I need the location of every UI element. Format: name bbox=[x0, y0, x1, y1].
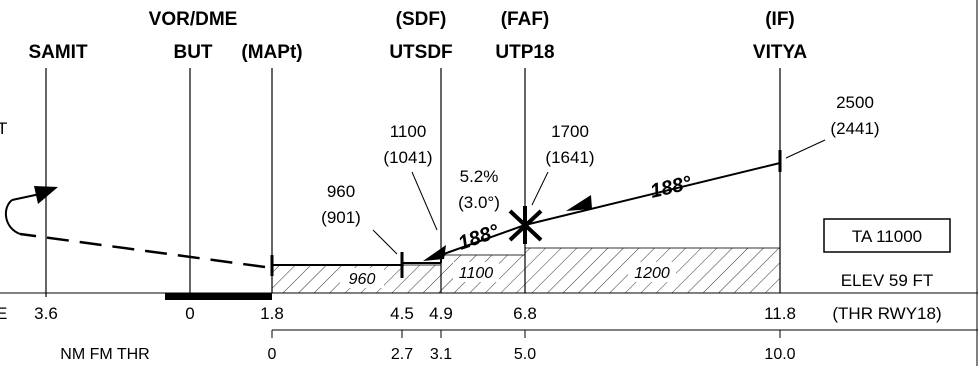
thr-value-3: 5.0 bbox=[514, 346, 536, 363]
step-altitude: 960 bbox=[327, 182, 355, 201]
sdf-leader bbox=[411, 171, 438, 231]
fix-but-type: VOR/DME bbox=[149, 9, 238, 30]
faf-leader bbox=[531, 171, 549, 206]
inbound-course: 188° bbox=[648, 172, 694, 203]
missed-approach-arrow bbox=[34, 186, 58, 204]
fix-faf-name: UTP18 bbox=[495, 42, 554, 63]
dme-step: 4.5 bbox=[390, 304, 414, 323]
faf-star-symbol bbox=[508, 206, 543, 244]
thr-scale-label: NM FM THR bbox=[60, 346, 149, 363]
inbound-arrow bbox=[566, 195, 592, 211]
if-altitude: 2500 bbox=[836, 93, 874, 112]
fix-but-name: BUT bbox=[173, 42, 212, 63]
missed-approach-turn bbox=[4, 199, 21, 235]
final-course: 188° bbox=[455, 220, 502, 255]
fix-sdf-name: UTSDF bbox=[389, 42, 452, 63]
dme-mapt: 1.8 bbox=[260, 304, 284, 323]
thr-value-2: 3.1 bbox=[430, 346, 452, 363]
glidepath-angle: (3.0°) bbox=[458, 193, 500, 212]
dme-sdf: 4.9 bbox=[429, 304, 453, 323]
dme-faf: 6.8 bbox=[513, 304, 537, 323]
elevation-reference: (THR RWY18) bbox=[832, 304, 941, 323]
faf-height: (1641) bbox=[545, 148, 594, 167]
runway-bar bbox=[165, 293, 272, 300]
fix-if-name: VITYA bbox=[753, 42, 807, 63]
fix-faf-role: (FAF) bbox=[501, 9, 550, 30]
thr-value-0: 0 bbox=[268, 346, 277, 363]
fix-sdf-role: (SDF) bbox=[396, 9, 447, 30]
step-height: (901) bbox=[321, 208, 361, 227]
intermediate-segment bbox=[524, 162, 781, 226]
min-alt-2-label: 1100 bbox=[459, 265, 494, 282]
sdf-height: (1041) bbox=[383, 148, 432, 167]
final-segment-1 bbox=[440, 224, 526, 256]
min-alt-3-label: 1200 bbox=[634, 265, 670, 282]
clipped-text-top: T bbox=[0, 119, 7, 138]
sdf-altitude: 1100 bbox=[390, 122, 427, 141]
fix-mapt-role: (MAPt) bbox=[241, 42, 302, 63]
thr-value-1: 2.7 bbox=[391, 346, 413, 363]
clipped-text-mid: E bbox=[0, 304, 7, 323]
glidepath-gradient: 5.2% bbox=[460, 167, 499, 186]
fix-samit-name: SAMIT bbox=[28, 42, 88, 63]
aerodrome-elevation: ELEV 59 FT bbox=[841, 271, 934, 290]
min-alt-3-bg bbox=[628, 262, 676, 282]
if-leader bbox=[785, 139, 826, 159]
missed-approach-path bbox=[19, 232, 266, 269]
min-alt-1-bg bbox=[340, 268, 384, 288]
missed-approach-climb bbox=[11, 193, 41, 201]
if-height: (2441) bbox=[830, 119, 879, 138]
dme-but: 0 bbox=[185, 304, 194, 323]
min-alt-2-bg bbox=[453, 262, 499, 282]
thr-value-4: 10.0 bbox=[764, 346, 795, 363]
min-alt-1-label: 960 bbox=[349, 271, 376, 288]
final-arrow bbox=[423, 245, 446, 261]
dme-if: 11.8 bbox=[764, 304, 796, 323]
transition-altitude-box bbox=[823, 218, 951, 253]
dme-samit: 3.6 bbox=[34, 304, 58, 323]
faf-altitude: 1700 bbox=[551, 122, 589, 141]
fix-if-role: (IF) bbox=[765, 9, 795, 30]
step-leader bbox=[372, 229, 398, 255]
transition-altitude: TA 11000 bbox=[852, 227, 922, 246]
